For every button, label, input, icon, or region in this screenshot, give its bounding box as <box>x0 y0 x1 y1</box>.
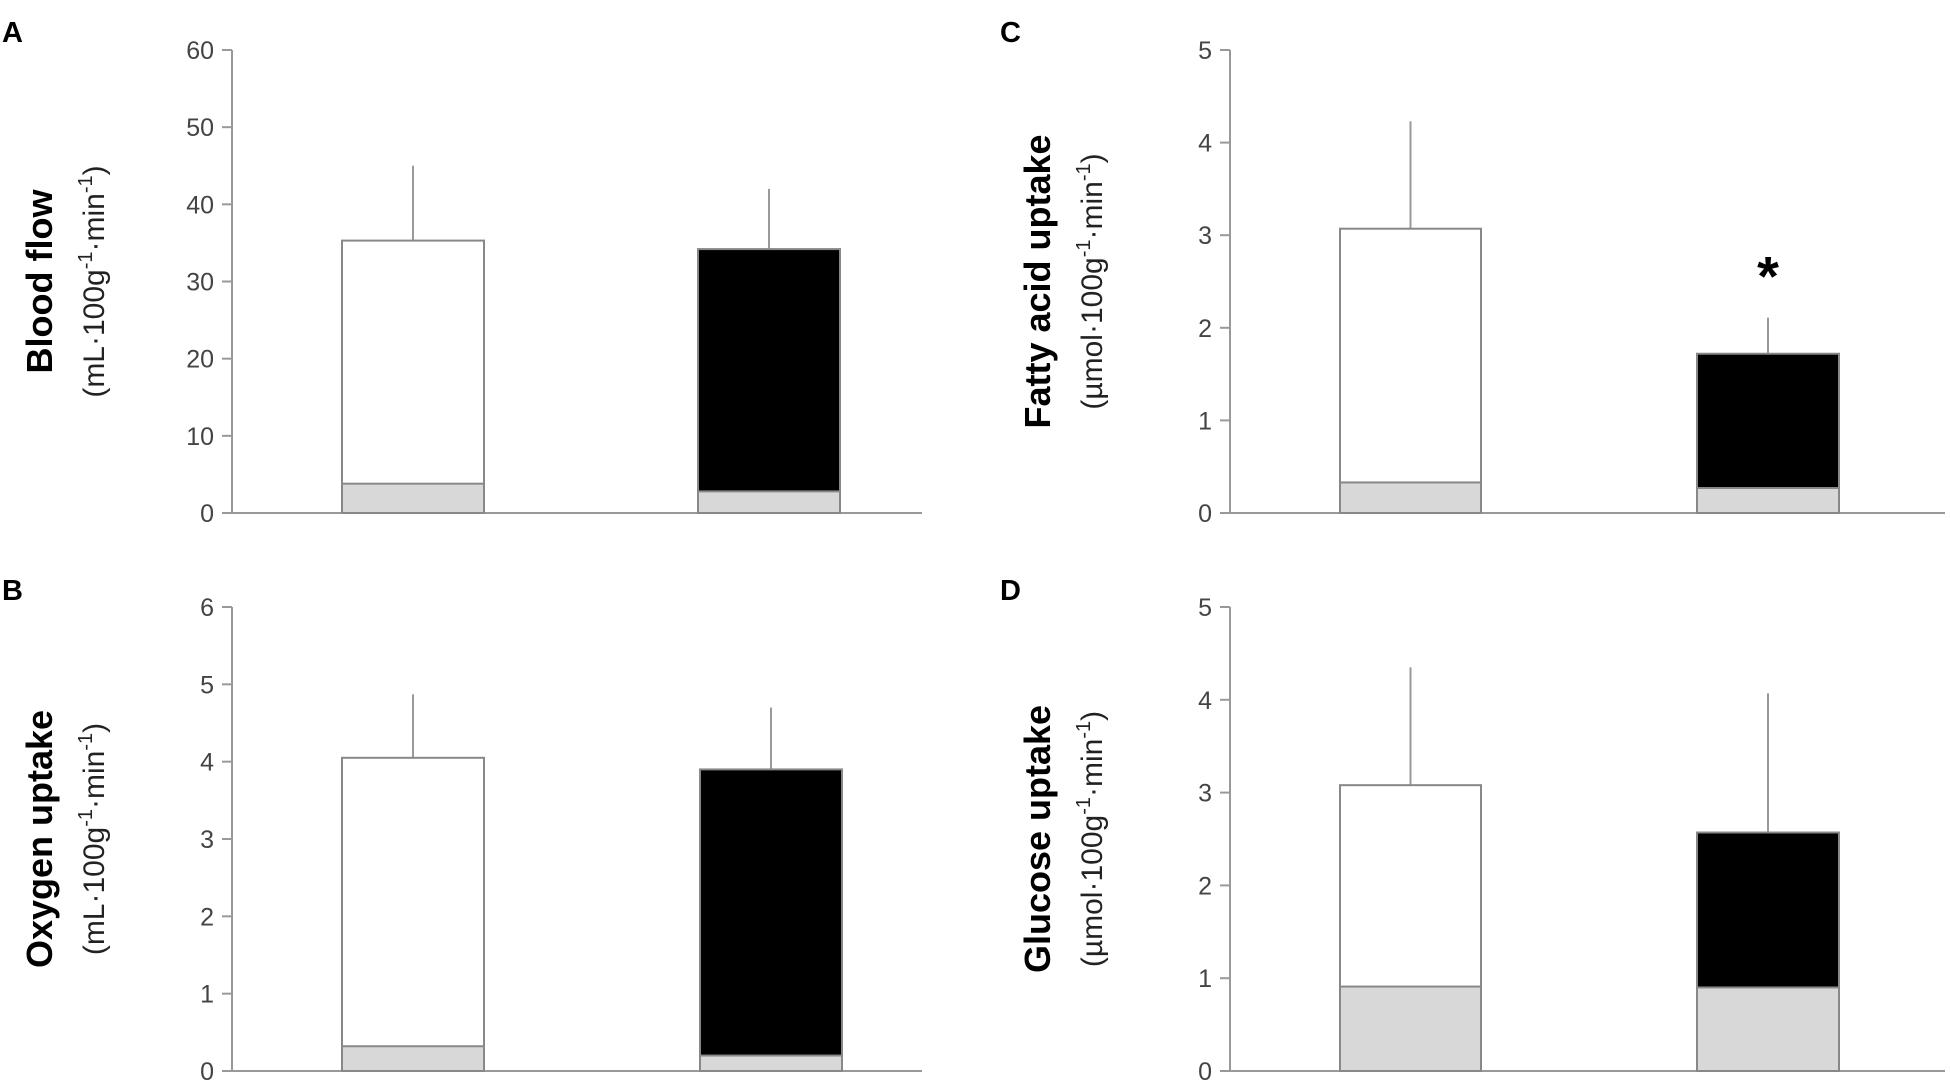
panel-a-ylabel-unit: (mL·100g-1·min-1) <box>75 165 111 397</box>
panel-b-tick-label: 0 <box>200 1058 214 1086</box>
panel-c-bar-baseline-segment <box>1696 486 1840 514</box>
panel-d-ylabel: Glucose uptake (µmol·100g-1·min-1) <box>1017 705 1109 973</box>
panel-d-bar-baseline-segment <box>1696 986 1840 1072</box>
panel-c-ylabel-unit: (µmol·100g-1·min-1) <box>1073 153 1109 409</box>
panel-d-ylabel-title: Glucose uptake <box>1017 705 1058 973</box>
panel-d-tick-label: 4 <box>1198 687 1212 715</box>
panel-a-bar-open <box>341 239 485 515</box>
panel-b-tick-label: 3 <box>200 826 214 854</box>
panel-b-tick-label: 5 <box>200 671 214 699</box>
panel-b-ylabel-unit: (mL·100g-1·min-1) <box>75 723 111 955</box>
panel-c-ylabel: Fatty acid uptake (µmol·100g-1·min-1) <box>1017 134 1109 428</box>
panel-a-tick-label: 30 <box>186 269 214 297</box>
panel-a-ylabel: Blood flow (mL·100g-1·min-1) <box>19 165 111 397</box>
panel-d-tick-label: 2 <box>1198 872 1212 900</box>
panel-b-letter: B <box>2 575 23 607</box>
panel-d-ylabel-unit: (µmol·100g-1·min-1) <box>1073 711 1109 967</box>
panel-d-letter: D <box>1000 575 1021 607</box>
panel-c-significance-marker: * <box>1757 245 1779 308</box>
panel-a-bar-baseline-segment <box>697 490 841 515</box>
panel-c-letter: C <box>1000 17 1021 49</box>
panel-c-tick-label: 4 <box>1198 130 1212 158</box>
panel-a-ylabel-title: Blood flow <box>19 189 60 374</box>
panel-b-bar-baseline-segment <box>699 1054 843 1072</box>
panel-c-ylabel-title: Fatty acid uptake <box>1017 134 1058 428</box>
panel-a-tick-label: 20 <box>186 346 214 374</box>
panel-d-tick-label: 3 <box>1198 780 1212 808</box>
panel-b-bar-baseline-segment <box>341 1045 485 1072</box>
panel-b: B 0 1 2 3 4 5 6 Oxygen uptake (mL·100g-1·min-1) <box>2 575 922 1086</box>
panel-a: A 0 10 20 30 40 50 60 Blood flow (mL·100g-1·min-1… <box>2 17 922 528</box>
panel-c: C 0 1 2 3 4 5 * Fatty acid uptake (µmol·100g-1·mi… <box>1000 17 1945 528</box>
panel-a-letter: A <box>2 17 23 49</box>
panel-b-tick-label: 1 <box>200 981 214 1009</box>
panel-a-tick-label: 10 <box>186 423 214 451</box>
panel-a-bar-baseline-segment <box>341 482 485 514</box>
panel-d-tick-label: 5 <box>1198 594 1212 622</box>
panel-b-tick-label: 2 <box>200 903 214 931</box>
panel-a-tick-label: 0 <box>200 500 214 528</box>
panel-d: D 0 1 2 3 4 5 Glucose uptake (µmol·100g-1·min-1) <box>1000 575 1945 1086</box>
panel-c-tick-label: 0 <box>1198 500 1212 528</box>
panel-a-tick-label: 50 <box>186 114 214 142</box>
panel-a-tick-label: 60 <box>186 37 214 65</box>
panel-d-tick-label: 1 <box>1198 965 1212 993</box>
panel-c-tick-label: 2 <box>1198 315 1212 343</box>
panel-c-bar-open <box>1339 227 1482 515</box>
panel-d-bar-baseline-segment <box>1339 985 1482 1072</box>
panel-b-ylabel-title: Oxygen uptake <box>19 710 60 968</box>
panel-c-tick-label: 3 <box>1198 222 1212 250</box>
panel-b-bar-open <box>341 756 485 1072</box>
panel-b-bar-filled <box>699 768 843 1073</box>
panel-c-tick-label: 5 <box>1198 37 1212 65</box>
panel-b-ylabel: Oxygen uptake (mL·100g-1·min-1) <box>19 710 111 968</box>
panel-c-bar-baseline-segment <box>1339 481 1482 514</box>
panel-c-bar-filled <box>1696 352 1840 514</box>
panel-b-tick-label: 6 <box>200 594 214 622</box>
panel-b-tick-label: 4 <box>200 749 214 777</box>
panel-d-tick-label: 0 <box>1198 1058 1212 1086</box>
panel-a-tick-label: 40 <box>186 191 214 219</box>
panel-a-bar-filled <box>697 248 841 514</box>
panel-c-tick-label: 1 <box>1198 407 1212 435</box>
